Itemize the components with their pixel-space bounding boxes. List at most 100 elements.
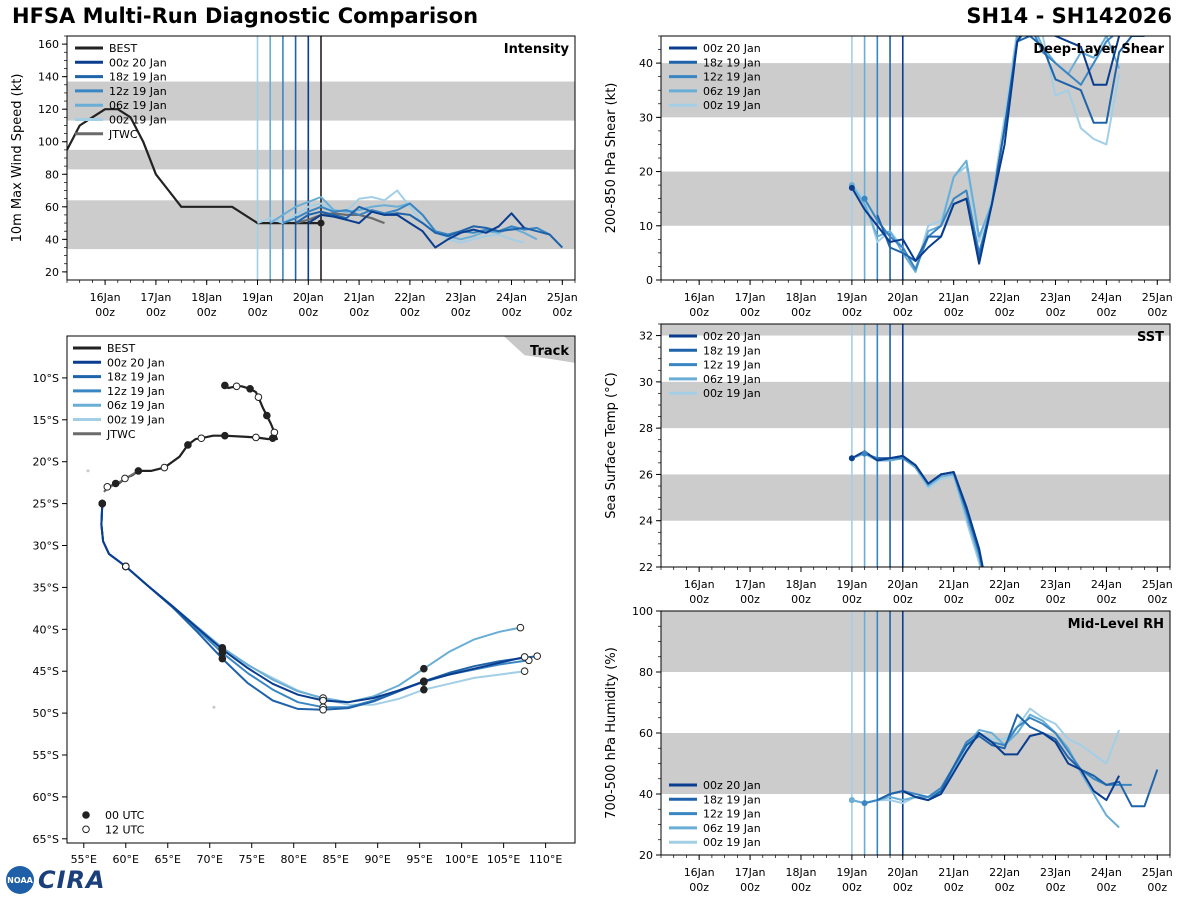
rh-series-00z-19-jan <box>851 707 1121 805</box>
track-marker-00utc <box>184 441 192 449</box>
intensity-xtick-label-hour: 00z <box>146 306 166 319</box>
sst-xtick-label-hour: 00z <box>1147 593 1167 606</box>
intensity-xtick-label-hour: 00z <box>298 306 318 319</box>
shear-xtick-label-day: 18Jan <box>785 291 816 304</box>
sst-xtick-label-day: 22Jan <box>989 578 1020 591</box>
intensity-xtick-label-day: 19Jan <box>242 291 273 304</box>
shear-legend-label-12z-19-jan: 12z 19 Jan <box>703 71 761 84</box>
intensity-xtick-label-day: 17Jan <box>140 291 171 304</box>
track-marker-00utc <box>246 384 254 393</box>
shear-legend-label-18z-19-jan: 18z 19 Jan <box>703 56 761 69</box>
rh-ytick-label: 100 <box>632 605 653 618</box>
intensity-ytick-label: 80 <box>45 168 59 181</box>
shear-xtick-label-hour: 00z <box>893 306 913 319</box>
intensity-xtick-label-hour: 00z <box>451 306 471 319</box>
track-xtick-label: 80°E <box>280 853 306 866</box>
intensity-ylabel: 10m Max Wind Speed (kt) <box>10 74 25 243</box>
rh-plot-area <box>661 611 1170 855</box>
rh-xtick-label-hour: 00z <box>842 881 862 894</box>
sst-legend-label-00z-20-jan: 00z 20 Jan <box>703 330 761 343</box>
track-legend-marker-12utc <box>82 825 90 834</box>
sst-xtick-label-day: 23Jan <box>1040 578 1071 591</box>
track-xtick-label: 60°E <box>113 853 139 866</box>
track-series-12z-19-jan <box>100 503 529 709</box>
intensity-xtick-label-day: 18Jan <box>191 291 222 304</box>
intensity-legend-label-06z-19-jan: 06z 19 Jan <box>109 99 167 112</box>
track-marker-00utc <box>420 685 428 694</box>
shear-xtick-label-hour: 00z <box>740 306 760 319</box>
sst-plot-area <box>661 324 1170 567</box>
rh-band-0 <box>661 733 1170 794</box>
intensity-ytick-label: 140 <box>38 71 59 84</box>
track-legend-label-18z-19-jan: 18z 19 Jan <box>107 371 165 384</box>
track-xtick-label: 65°E <box>155 853 181 866</box>
track-legend-label-best: BEST <box>107 342 135 355</box>
intensity-series-jtwc <box>295 212 385 225</box>
intensity-xtick-label-hour: 00z <box>248 306 268 319</box>
rh-ytick-label: 60 <box>639 727 653 740</box>
shear-xtick-label-day: 20Jan <box>887 291 918 304</box>
intensity-series-00z-19-jan <box>257 189 525 244</box>
shear-xtick-label-day: 23Jan <box>1040 291 1071 304</box>
sst-xtick-label-hour: 00z <box>893 593 913 606</box>
track-legend-label-12z-19-jan: 12z 19 Jan <box>107 385 165 398</box>
rh-xtick-label-day: 25Jan <box>1142 866 1173 879</box>
intensity-xtick-label-day: 22Jan <box>394 291 425 304</box>
island-shape <box>212 705 216 709</box>
track-marker-12utc <box>319 696 327 705</box>
rh-xtick-label-day: 20Jan <box>887 866 918 879</box>
shear-xtick-label-hour: 00z <box>1046 306 1066 319</box>
track-xtick-label: 70°E <box>197 853 223 866</box>
sst-panel: 22 24 26 28 30 32 16Jan 00z 17Jan 00z 18Jan 00z 19Ja… <box>604 323 1173 606</box>
shear-legend-label-00z-19-jan: 00z 19 Jan <box>703 99 761 112</box>
sst-start-point-00z-20-jan <box>848 455 855 462</box>
rh-xtick-label-hour: 00z <box>791 881 811 894</box>
intensity-ytick-label: 40 <box>45 233 59 246</box>
sst-xtick-label-day: 25Jan <box>1142 578 1173 591</box>
sst-ytick-label: 26 <box>639 468 653 481</box>
intensity-ytick-label: 60 <box>45 201 59 214</box>
track-plot-area <box>86 336 575 714</box>
track-marker-12utc <box>197 434 206 443</box>
rh-xtick-label-day: 21Jan <box>938 866 969 879</box>
intensity-xtick-label-hour: 00z <box>502 306 522 319</box>
intensity-ytick-label: 160 <box>38 38 59 51</box>
sst-xtick-label-hour: 00z <box>995 593 1015 606</box>
rh-xtick-label-hour: 00z <box>944 881 964 894</box>
intensity-best-current-point <box>317 219 325 227</box>
sst-ytick-label: 24 <box>639 515 653 528</box>
track-ytick-label: 15°S <box>33 414 59 427</box>
sst-xtick-label-day: 24Jan <box>1091 578 1122 591</box>
rh-legend-label-00z-20-jan: 00z 20 Jan <box>703 779 761 792</box>
track-legend-label-00z-20-jan: 00z 20 Jan <box>107 356 165 369</box>
sst-ytick-label: 22 <box>639 561 653 574</box>
rh-legend-label-18z-19-jan: 18z 19 Jan <box>703 793 761 806</box>
sst-xtick-label-hour: 00z <box>1046 593 1066 606</box>
shear-series-00z-20-jan <box>851 36 1121 265</box>
track-frame <box>66 335 576 844</box>
sst-xtick-label-day: 21Jan <box>938 578 969 591</box>
sst-xtick-label-day: 17Jan <box>735 578 766 591</box>
sst-xtick-label-hour: 00z <box>842 593 862 606</box>
track-marker-12utc <box>160 463 169 472</box>
track-ytick-label: 40°S <box>33 623 59 636</box>
track-legend-label-00-utc: 00 UTC <box>105 809 145 822</box>
rh-xtick-label-day: 18Jan <box>785 866 816 879</box>
track-marker-12utc <box>520 667 529 676</box>
track-legend-marker-00utc <box>82 811 90 819</box>
shear-ytick-label: 40 <box>639 57 653 70</box>
cira-logo-text: CIRA <box>38 866 106 894</box>
sst-panel-title: SST <box>1137 330 1164 345</box>
track-marker-12utc <box>103 483 112 491</box>
shear-xtick-label-day: 25Jan <box>1142 291 1173 304</box>
sst-xtick-label-day: 18Jan <box>785 578 816 591</box>
track-legend-label-12-utc: 12 UTC <box>105 823 145 836</box>
sst-start-point-12z-19-jan <box>861 450 868 457</box>
track-xtick-label: 85°E <box>322 853 348 866</box>
shear-ytick-label: 30 <box>639 111 653 124</box>
intensity-xtick-label-hour: 00z <box>95 306 115 319</box>
rh-ylabel: 700-500 hPa Humidity (%) <box>604 647 619 819</box>
shear-ytick-label: 0 <box>646 274 653 287</box>
sst-ytick-label: 30 <box>639 376 653 389</box>
